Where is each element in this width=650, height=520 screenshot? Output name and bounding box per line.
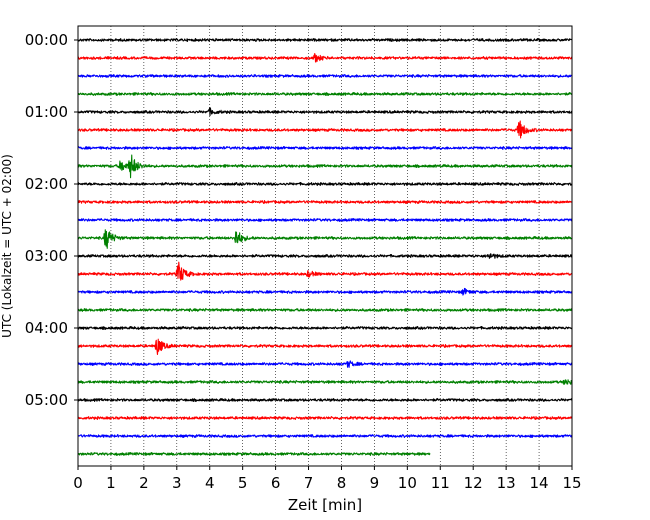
vertical-grid	[110, 26, 540, 466]
x-tick-label: 2	[139, 474, 149, 492]
y-tick-label: 00:00	[25, 31, 68, 49]
x-axis: 0 1 2 3 4 5 6 7 8 9 10 11 12 13 14 15	[73, 466, 582, 492]
x-tick-label: 12	[464, 474, 483, 492]
trace-0030	[77, 74, 573, 78]
x-axis-label: Zeit [min]	[288, 496, 362, 514]
plot-frame	[77, 25, 573, 467]
x-tick-label: 3	[172, 474, 182, 492]
x-tick-label: 7	[304, 474, 314, 492]
x-tick-label: 4	[205, 474, 215, 492]
x-tick-label: 0	[73, 474, 83, 492]
trace-0100	[77, 107, 573, 117]
y-tick-label: 05:00	[25, 391, 68, 409]
trace-0400	[77, 325, 573, 331]
trace-0500	[77, 397, 573, 403]
trace-0530	[77, 434, 573, 439]
trace-0215	[77, 200, 573, 204]
x-tick-label: 6	[271, 474, 281, 492]
trace-0315	[77, 261, 573, 281]
trace-0330	[77, 287, 573, 296]
x-tick-label: 15	[562, 474, 581, 492]
trace-0300	[77, 253, 573, 259]
y-tick-label: 04:00	[25, 319, 68, 337]
trace-0130	[77, 146, 573, 151]
x-tick-label: 14	[530, 474, 549, 492]
x-tick-label: 9	[370, 474, 380, 492]
x-tick-label: 8	[337, 474, 347, 492]
trace-0200	[77, 181, 573, 187]
y-tick-label: 03:00	[25, 247, 68, 265]
x-tick-label: 13	[497, 474, 516, 492]
trace-0245	[77, 229, 573, 249]
trace-0000	[77, 37, 573, 42]
trace-0445	[77, 379, 573, 385]
x-tick-label: 5	[238, 474, 248, 492]
trace-0415	[77, 338, 573, 356]
trace-0045	[77, 91, 573, 97]
x-tick-label: 10	[398, 474, 417, 492]
trace-0545	[77, 452, 431, 456]
trace-0430	[77, 360, 573, 368]
trace-0015	[77, 52, 573, 63]
trace-0115	[77, 120, 573, 139]
trace-0345	[77, 308, 573, 313]
x-tick-label: 1	[106, 474, 116, 492]
trace-0515	[77, 416, 573, 421]
y-axis-label: UTC (Lokalzeit = UTC + 02:00)	[0, 154, 14, 338]
trace-0230	[77, 218, 573, 223]
trace-0145	[77, 154, 573, 179]
x-tick-label: 11	[431, 474, 450, 492]
y-tick-label: 02:00	[25, 175, 68, 193]
y-axis: 00:00 01:00 02:00 03:00 04:00 05:00	[25, 31, 78, 409]
y-tick-label: 01:00	[25, 103, 68, 121]
seismic-traces	[77, 37, 573, 456]
